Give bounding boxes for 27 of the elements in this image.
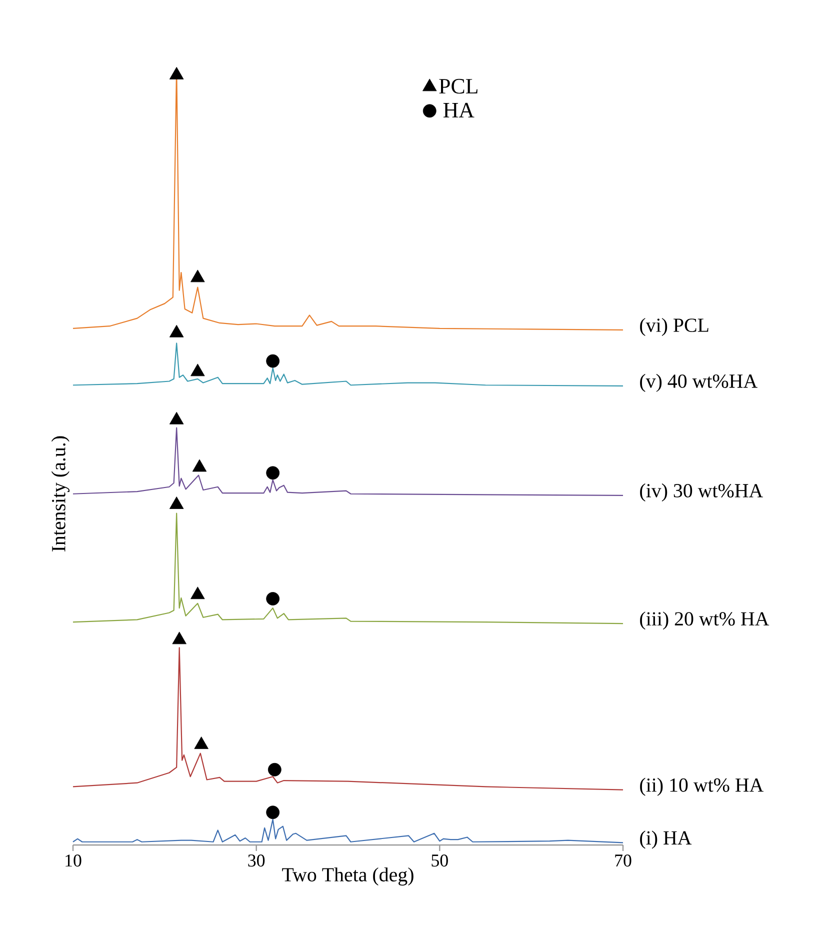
point [169,66,184,80]
x-tick-label: 50 [432,854,448,867]
point [169,412,184,424]
point [190,364,205,376]
series-label: (v) 40 wt%HA [640,374,758,392]
point [192,459,207,472]
series-label: (i) HA [640,830,692,849]
series-label: (vi) PCL [640,318,708,336]
x-tick-label: 10 [66,854,82,867]
point [169,496,184,509]
point [172,632,186,644]
point [190,270,205,282]
x-tick-label: 30 [248,854,265,867]
point [169,324,184,338]
x-tick-label: 70 [615,854,632,867]
legend-label: HA [443,102,474,118]
point [194,736,208,749]
legend-label: PCL [439,78,478,94]
x-axis-title: Two Theta (deg) [282,867,414,886]
point [266,592,280,606]
point [268,762,282,776]
series-label: (iv) 30 wt%HA [640,483,763,502]
series-label: (iii) 20 wt% HA [640,612,770,630]
y-axis-title: Intensity (a.u.) [51,436,70,552]
point [266,806,280,820]
series-label: (ii) 10 wt% HA [640,778,764,796]
point [190,586,205,600]
